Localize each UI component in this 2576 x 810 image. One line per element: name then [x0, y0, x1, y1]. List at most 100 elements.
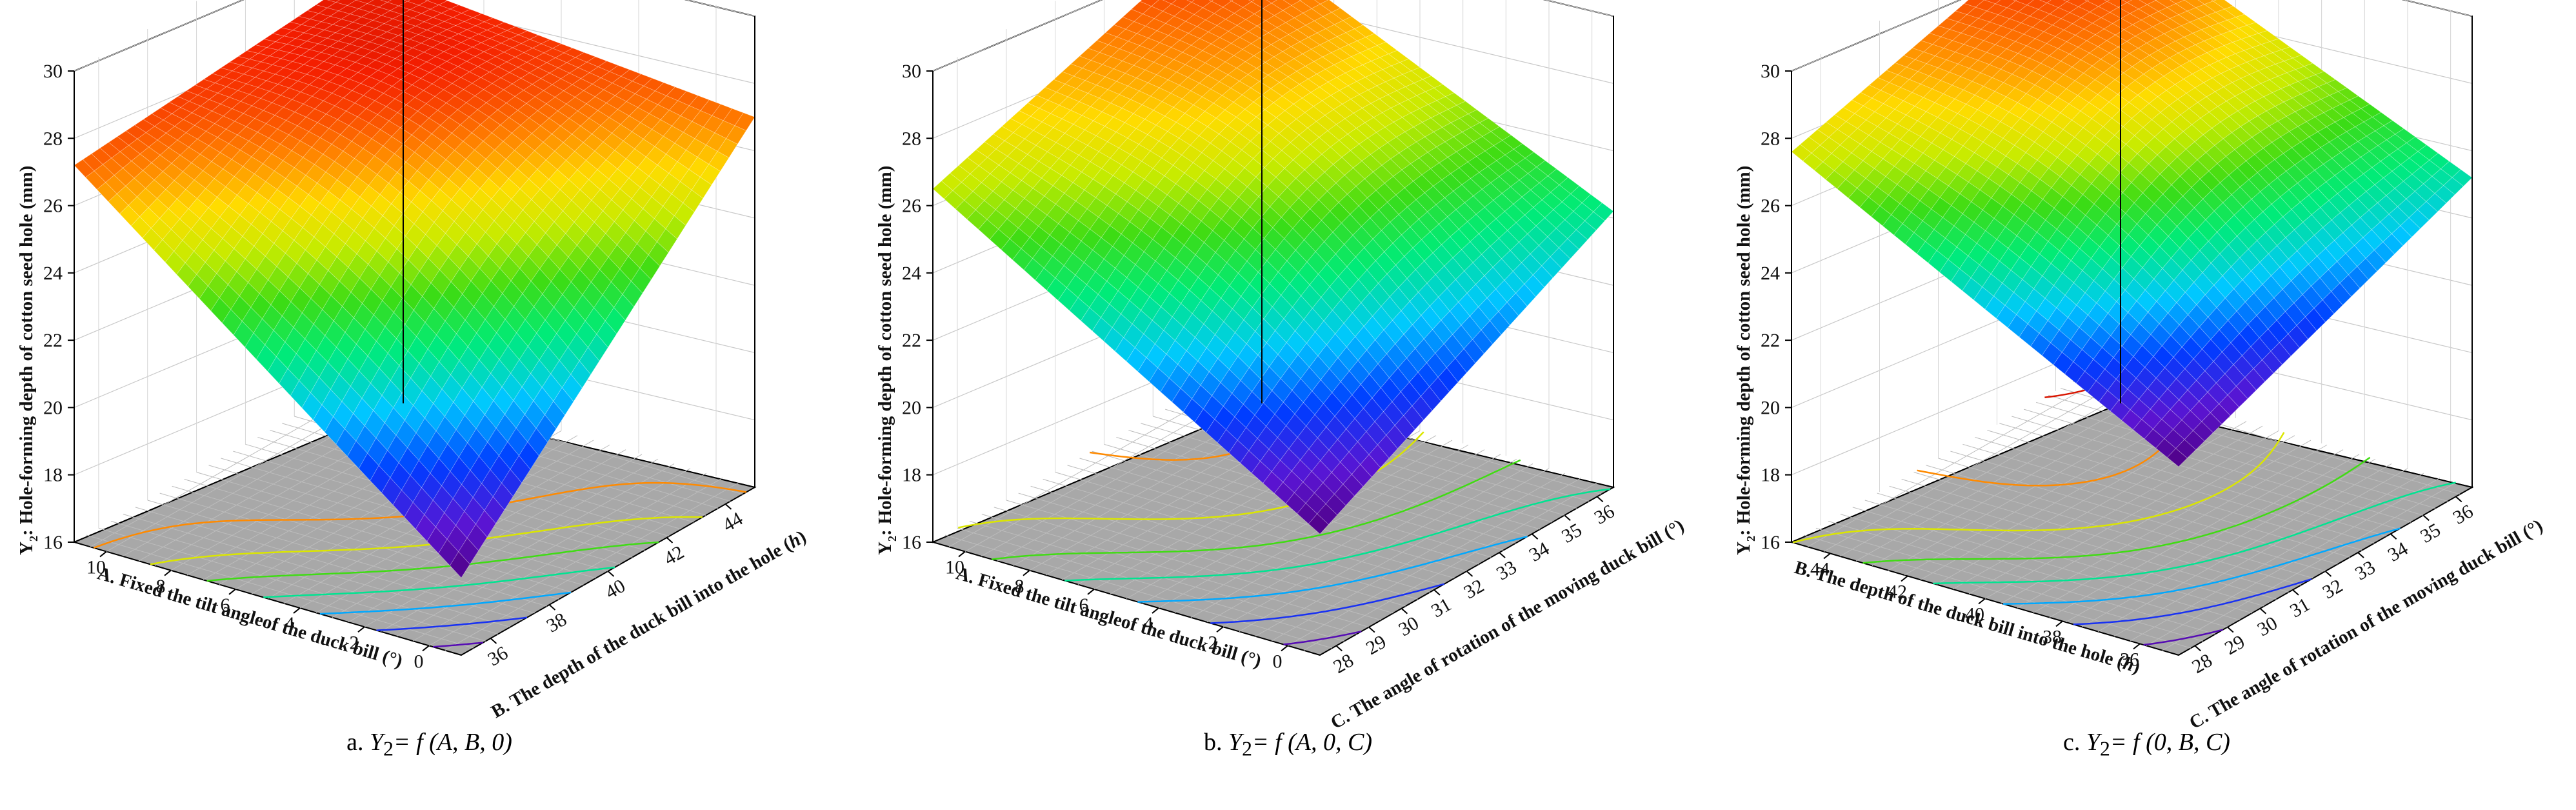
surface-cell — [583, 134, 604, 152]
surface-cell — [499, 178, 521, 200]
z-title-sub: 2 — [886, 536, 899, 542]
surface-cell — [333, 401, 354, 430]
surface-cell — [2029, 9, 2051, 21]
surface-cell — [1055, 83, 1077, 97]
surface-cell — [506, 26, 528, 35]
surface-cell — [429, 5, 451, 14]
surface-cell — [1427, 147, 1448, 163]
surface-cell — [446, 96, 467, 110]
surface-cell — [1356, 77, 1377, 90]
surface-cell — [228, 194, 249, 216]
surface-cell — [343, 141, 364, 159]
surface-cell — [392, 489, 414, 518]
z-tick-label: 16 — [43, 532, 63, 553]
surface-cell — [507, 427, 528, 456]
surface-cell — [1169, 279, 1190, 304]
response-surface — [932, 0, 1614, 534]
x-tick-label: 0 — [414, 651, 424, 672]
surface-cell — [1285, 492, 1306, 514]
surface-cell — [1463, 339, 1484, 364]
surface-cell — [1266, 248, 1288, 273]
surface-cell — [1470, 172, 1492, 190]
surface-cell — [1490, 176, 1512, 194]
surface-cell — [528, 110, 550, 127]
surface-cell — [446, 525, 468, 552]
surface-cell — [1367, 132, 1388, 149]
surface-cell — [2172, 65, 2193, 79]
surface-cell — [1184, 162, 1205, 182]
z-axis-title: Y2: Hole-forming depth of cotton seed hol… — [1733, 166, 1757, 555]
surface-cell — [532, 43, 554, 54]
surface-cell — [1986, 44, 2008, 57]
surface-cell — [677, 150, 698, 170]
surface-cell — [2217, 101, 2239, 117]
surface-cell — [1894, 100, 1915, 116]
surface-cell — [2286, 111, 2307, 127]
surface-cell — [302, 214, 323, 238]
surface-cell — [382, 203, 403, 227]
surface-cell — [2161, 18, 2182, 30]
surface-cell — [1338, 266, 1359, 290]
surface-cell — [1353, 161, 1374, 179]
surface-cell — [424, 500, 445, 528]
surface-cell — [1081, 106, 1103, 121]
z-tick-label: 20 — [1761, 397, 1780, 418]
surface-cell — [410, 270, 432, 297]
surface-cell — [391, 127, 412, 145]
z-axis-title: Y2: Hole-forming depth of cotton seed hol… — [875, 166, 899, 555]
x-tick — [1901, 575, 1908, 582]
surface-cell — [1235, 319, 1256, 345]
surface-cell — [437, 29, 459, 39]
surface-cell — [360, 41, 382, 52]
contour-line — [1064, 488, 1611, 582]
surface-cell — [1458, 292, 1479, 317]
surface-cell — [1210, 198, 1231, 219]
surface-cell — [347, 440, 368, 469]
surface-cell — [1319, 81, 1340, 96]
surface-cell — [306, 35, 328, 45]
surface-cell — [476, 232, 497, 257]
surface-cell — [2168, 99, 2190, 116]
caption-y: Y — [1228, 729, 1243, 756]
surface-cell — [1183, 398, 1204, 423]
surface-cell — [525, 221, 546, 245]
surface-cell — [2240, 121, 2261, 138]
surface-cell — [451, 124, 472, 142]
surface-cell — [483, 17, 505, 26]
surface-cell — [1160, 378, 1181, 403]
surface-cell — [390, 272, 412, 299]
surface-cell — [1326, 333, 1347, 358]
surface-cell — [2163, 70, 2184, 85]
surface-cell — [1235, 167, 1257, 188]
surface-cell — [353, 398, 374, 427]
surface-cell — [1424, 87, 1446, 101]
surface-cell — [614, 209, 635, 234]
surface-cell — [239, 140, 261, 157]
y-tick-label: 33 — [2351, 556, 2379, 585]
surface-cell — [2197, 96, 2219, 113]
surface-cell — [1980, 115, 2001, 132]
surface-cell — [497, 61, 519, 73]
surface-cell — [2300, 136, 2321, 154]
surface-cell — [1035, 267, 1056, 291]
surface-cell — [367, 438, 388, 466]
surface-cell — [342, 292, 363, 318]
surface-cell — [603, 199, 624, 223]
floor-contours — [1792, 381, 2456, 646]
surface-cell — [2329, 91, 2350, 105]
surface-cell — [347, 343, 368, 372]
surface-cell — [1178, 128, 1200, 146]
surface-cell — [1081, 161, 1103, 180]
z-tick-label: 30 — [902, 61, 921, 82]
surface-cell — [1287, 70, 1309, 85]
surface-cell — [545, 150, 566, 170]
surface-cell — [471, 188, 492, 210]
surface-cell — [1106, 194, 1128, 214]
surface-cell — [2271, 88, 2293, 103]
surface-cell — [537, 62, 559, 74]
surface-cell — [1055, 265, 1076, 289]
surface-cell — [449, 34, 471, 43]
surface-cell — [453, 387, 474, 416]
surface-cell — [1228, 440, 1250, 463]
